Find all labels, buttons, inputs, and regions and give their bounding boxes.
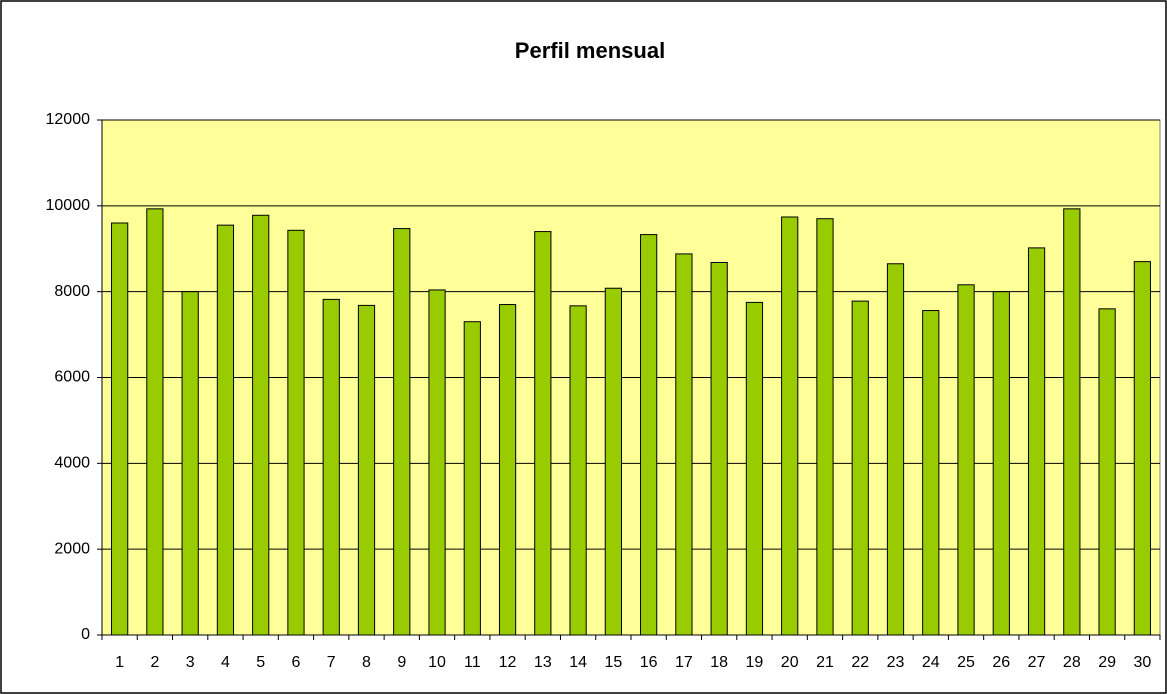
bar — [992, 291, 1010, 636]
bar — [111, 222, 129, 636]
y-tick-label: 6000 — [54, 369, 90, 386]
bar — [357, 304, 376, 636]
x-tick-label: 26 — [992, 654, 1010, 671]
x-tick-label: 8 — [362, 654, 371, 671]
bar — [851, 300, 869, 636]
x-tick-label: 18 — [710, 654, 728, 671]
bar — [146, 208, 164, 636]
bar — [463, 321, 481, 636]
x-tick-label: 10 — [428, 654, 446, 671]
x-tick-label: 1 — [115, 654, 124, 671]
x-tick-label: 2 — [150, 654, 159, 671]
bar — [957, 284, 975, 636]
bar — [640, 234, 658, 636]
bar — [393, 228, 411, 636]
x-tick-label: 22 — [851, 654, 869, 671]
y-tick-label: 8000 — [54, 283, 90, 300]
bar — [745, 301, 764, 636]
bar — [181, 291, 199, 636]
bar — [604, 287, 622, 636]
y-tick-label: 0 — [81, 626, 90, 643]
bar — [675, 253, 693, 636]
x-tick-label: 11 — [464, 654, 481, 671]
y-tick-label: 12000 — [46, 111, 91, 128]
bar — [428, 289, 446, 636]
x-tick-label: 9 — [397, 654, 406, 671]
bar — [922, 310, 940, 636]
x-tick-label: 28 — [1063, 654, 1081, 671]
x-tick-label: 30 — [1133, 654, 1151, 671]
bar — [1133, 261, 1151, 636]
x-tick-label: 23 — [887, 654, 905, 671]
bar — [886, 263, 905, 636]
x-tick-label: 4 — [221, 654, 230, 671]
x-tick-label: 27 — [1028, 654, 1046, 671]
bar — [287, 229, 305, 636]
y-tick-label: 2000 — [54, 540, 90, 557]
bar — [1027, 247, 1046, 636]
x-tick-label: 24 — [922, 654, 940, 671]
bar — [710, 261, 728, 636]
chart-title: Perfil mensual — [515, 38, 665, 63]
bar — [816, 218, 834, 636]
x-tick-label: 5 — [256, 654, 265, 671]
x-tick-label: 21 — [816, 654, 834, 671]
y-tick-label: 4000 — [54, 455, 90, 472]
x-tick-label: 12 — [499, 654, 517, 671]
y-tick-label: 10000 — [46, 197, 91, 214]
x-tick-label: 3 — [186, 654, 195, 671]
x-tick-label: 25 — [957, 654, 975, 671]
x-tick-label: 13 — [534, 654, 552, 671]
x-tick-label: 17 — [675, 654, 693, 671]
bar — [781, 216, 799, 636]
x-tick-label: 14 — [569, 654, 587, 671]
bar — [1063, 208, 1081, 636]
bar — [498, 304, 517, 636]
bar — [534, 231, 552, 636]
x-tick-label: 20 — [781, 654, 799, 671]
x-tick-label: 15 — [604, 654, 622, 671]
x-tick-label: 19 — [746, 654, 764, 671]
x-tick-label: 29 — [1098, 654, 1116, 671]
bar — [252, 214, 270, 636]
x-tick-label: 7 — [327, 654, 336, 671]
bar — [216, 224, 235, 636]
x-tick-label: 16 — [640, 654, 658, 671]
bar — [1098, 308, 1116, 636]
bar — [569, 305, 587, 636]
bar — [322, 298, 340, 636]
x-tick-label: 6 — [292, 654, 301, 671]
